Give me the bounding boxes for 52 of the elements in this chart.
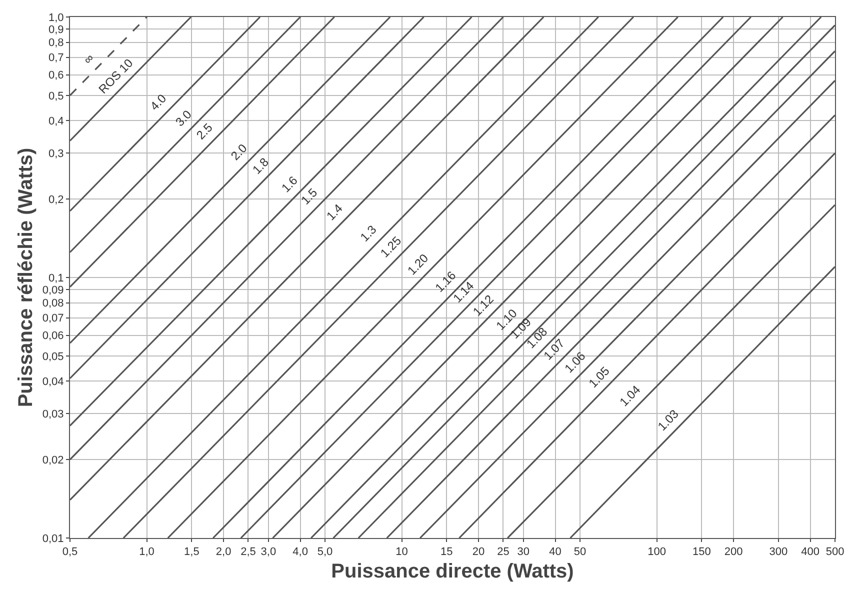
x-axis-title: Puissance directe (Watts) — [331, 560, 574, 583]
text: 1.8 — [250, 154, 272, 177]
y-tick-label: 0,03 — [42, 408, 64, 421]
x-tick-label: 1,5 — [184, 546, 200, 558]
y-tick-label: 0,2 — [48, 194, 64, 206]
x-tick-label: 100 — [648, 546, 666, 558]
y-tick-label: 0,01 — [42, 532, 64, 545]
y-tick-label: 0,3 — [48, 148, 64, 160]
text: 1.3 — [358, 222, 380, 244]
x-tick-label: 5,0 — [317, 546, 333, 558]
y-tick-label: 0,08 — [42, 298, 64, 310]
x-tick-label: 50 — [574, 546, 586, 558]
text: 1.4 — [324, 201, 346, 224]
x-tick-label: 0,5 — [62, 546, 78, 558]
y-tick-label: 0,6 — [48, 70, 64, 82]
x-tick-label: 2,5 — [240, 546, 256, 558]
text: 1.6 — [278, 173, 301, 196]
x-tick-label: 15 — [440, 546, 453, 558]
x-tick-label: 1,0 — [139, 546, 154, 558]
text: 1.5 — [298, 185, 320, 208]
x-tick-label: 4,0 — [292, 546, 308, 558]
y-tick-label: 0,9 — [48, 24, 64, 36]
y-tick-label: 0,7 — [48, 52, 64, 64]
x-tick-label: 40 — [549, 546, 562, 558]
y-tick-label: 0,4 — [48, 116, 64, 128]
y-tick-label: 0,05 — [42, 350, 64, 363]
y-tick-label: 0,8 — [48, 37, 64, 50]
x-tick-label: 25 — [497, 546, 510, 558]
y-tick-label: 0,5 — [48, 90, 64, 102]
x-tick-label: 2,0 — [216, 546, 232, 558]
y-tick-label: 0,02 — [42, 454, 64, 466]
x-tick-label: 400 — [801, 546, 820, 558]
x-tick-label: 3,0 — [260, 546, 276, 558]
y-tick-label: 1,0 — [48, 12, 64, 24]
x-tick-label: 500 — [826, 546, 844, 558]
y-tick-label: 0,06 — [42, 330, 64, 342]
y-tick-label: 0,1 — [48, 272, 64, 284]
text: 4.0 — [147, 91, 170, 114]
x-tick-label: 10 — [396, 546, 408, 558]
x-tick-label: 300 — [769, 546, 788, 558]
y-tick-label: 0,07 — [42, 312, 64, 325]
x-tick-label: 200 — [724, 546, 743, 558]
y-tick-label: 0,04 — [42, 376, 64, 388]
y-axis-title: Puissance réfléchie (Watts) — [14, 148, 37, 408]
y-tick-label: 0,09 — [42, 284, 64, 296]
x-tick-label: 150 — [692, 546, 711, 558]
text: 2.5 — [194, 120, 216, 142]
text: 3.0 — [172, 107, 195, 130]
x-tick-label: 20 — [472, 546, 485, 558]
x-tick-label: 30 — [517, 546, 530, 558]
text: ∞ — [80, 50, 97, 67]
text: 2.0 — [228, 140, 250, 163]
